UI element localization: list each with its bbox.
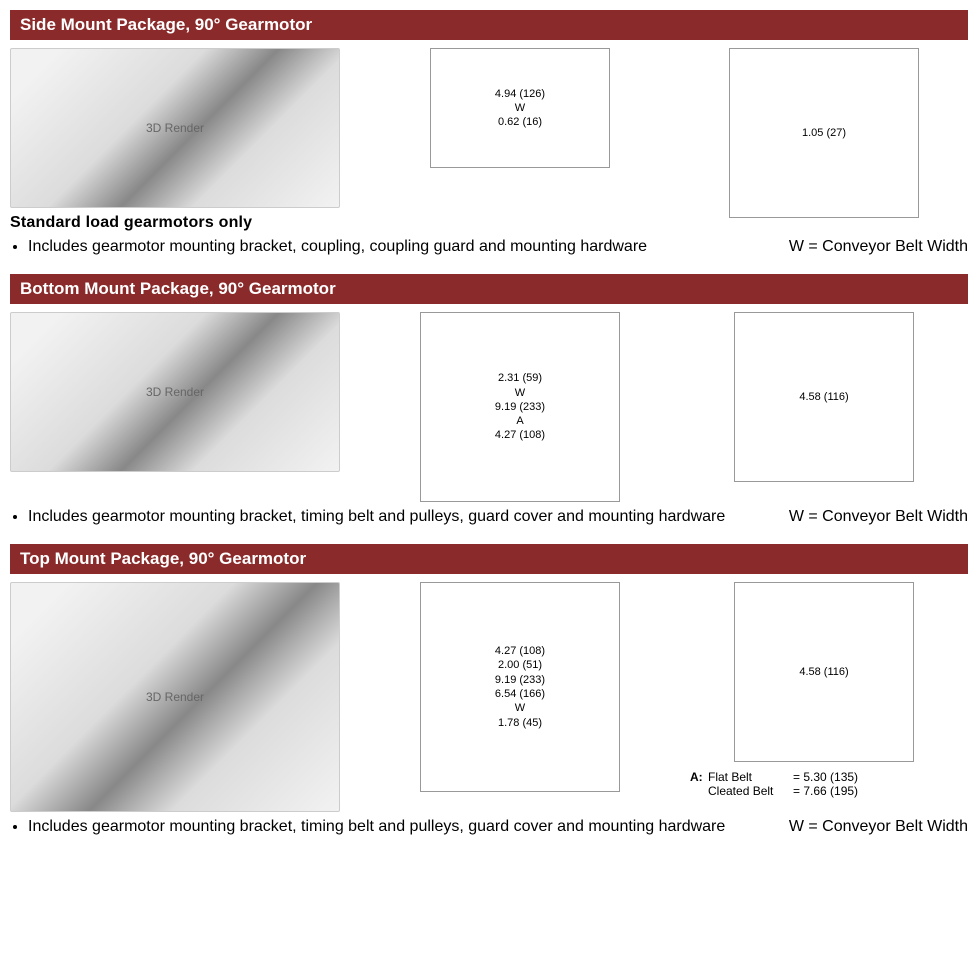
dim-label: W [515, 101, 525, 115]
dim-label: 1.05 (27) [802, 126, 846, 140]
a-note-name: Flat Belt [708, 770, 793, 784]
a-note-spacer [690, 784, 708, 798]
dimension-drawing-2-col: 1.05 (27) [680, 48, 968, 218]
footer-row: Includes gearmotor mounting bracket, tim… [10, 818, 968, 836]
a-note-label: A: [690, 770, 708, 784]
render-column [10, 582, 360, 812]
a-note: A: Flat Belt = 5.30 (135) Cleated Belt =… [680, 770, 858, 798]
section-top-mount: Top Mount Package, 90° Gearmotor 4.27 (1… [10, 544, 968, 836]
dimension-drawing-2: 4.58 (116) [734, 582, 914, 762]
render-column [10, 312, 360, 472]
section-header: Side Mount Package, 90° Gearmotor [10, 10, 968, 40]
dimension-drawing-2-col: 4.58 (116) A: Flat Belt = 5.30 (135) Cle… [680, 582, 968, 798]
dim-label: 4.27 (108) [495, 644, 545, 658]
footer-row: Includes gearmotor mounting bracket, cou… [10, 238, 968, 256]
dimension-drawing-2: 4.58 (116) [734, 312, 914, 482]
dim-label: W [515, 701, 525, 715]
product-render [10, 312, 340, 472]
dim-label: A [516, 414, 523, 428]
a-note-val: = 5.30 (135) [793, 770, 858, 784]
dim-label: 4.94 (126) [495, 87, 545, 101]
dim-label: 2.00 (51) [498, 658, 542, 672]
bullet-list: Includes gearmotor mounting bracket, cou… [10, 238, 647, 256]
dim-label: 4.27 (108) [495, 428, 545, 442]
dim-label: 1.78 (45) [498, 716, 542, 730]
footer-row: Includes gearmotor mounting bracket, tim… [10, 508, 968, 526]
w-definition: W = Conveyor Belt Width [789, 818, 968, 836]
section-content: 4.27 (108) 2.00 (51) 9.19 (233) 6.54 (16… [10, 574, 968, 812]
section-bottom-mount: Bottom Mount Package, 90° Gearmotor 2.31… [10, 274, 968, 526]
dimension-drawing-1: 4.94 (126) W 0.62 (16) [430, 48, 610, 168]
dimension-drawing-2-col: 4.58 (116) [680, 312, 968, 482]
section-header: Bottom Mount Package, 90° Gearmotor [10, 274, 968, 304]
section-side-mount: Side Mount Package, 90° Gearmotor Standa… [10, 10, 968, 256]
dimension-drawing-1: 4.27 (108) 2.00 (51) 9.19 (233) 6.54 (16… [420, 582, 620, 792]
dimension-drawing-2: 1.05 (27) [729, 48, 919, 218]
w-definition: W = Conveyor Belt Width [789, 238, 968, 256]
bullet-list: Includes gearmotor mounting bracket, tim… [10, 508, 725, 526]
dim-label: 9.19 (233) [495, 673, 545, 687]
a-note-val: = 7.66 (195) [793, 784, 858, 798]
render-column: Standard load gearmotors only [10, 48, 360, 232]
dimension-drawing-1: 2.31 (59) W 9.19 (233) A 4.27 (108) [420, 312, 620, 502]
dimension-drawing-1-col: 4.27 (108) 2.00 (51) 9.19 (233) 6.54 (16… [380, 582, 660, 792]
section-content: Standard load gearmotors only 4.94 (126)… [10, 40, 968, 232]
bullet-list: Includes gearmotor mounting bracket, tim… [10, 818, 725, 836]
dim-label: 4.58 (116) [799, 390, 848, 404]
w-definition: W = Conveyor Belt Width [789, 508, 968, 526]
dimension-drawing-1-col: 2.31 (59) W 9.19 (233) A 4.27 (108) [380, 312, 660, 502]
dim-label: W [515, 386, 525, 400]
product-render [10, 582, 340, 812]
dimension-drawing-1-col: 4.94 (126) W 0.62 (16) [380, 48, 660, 168]
standard-load-note: Standard load gearmotors only [10, 214, 360, 232]
bullet-item: Includes gearmotor mounting bracket, cou… [28, 238, 647, 256]
a-note-name: Cleated Belt [708, 784, 793, 798]
dim-label: 4.58 (116) [799, 665, 848, 679]
dim-label: 6.54 (166) [495, 687, 545, 701]
section-header: Top Mount Package, 90° Gearmotor [10, 544, 968, 574]
bullet-item: Includes gearmotor mounting bracket, tim… [28, 818, 725, 836]
section-content: 2.31 (59) W 9.19 (233) A 4.27 (108) 4.58… [10, 304, 968, 502]
product-render [10, 48, 340, 208]
dim-label: 0.62 (16) [498, 115, 542, 129]
dim-label: 9.19 (233) [495, 400, 545, 414]
bullet-item: Includes gearmotor mounting bracket, tim… [28, 508, 725, 526]
dim-label: 2.31 (59) [498, 371, 542, 385]
